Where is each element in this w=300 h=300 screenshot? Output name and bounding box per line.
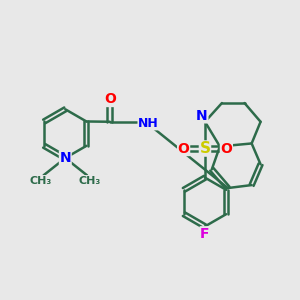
Text: O: O xyxy=(220,142,232,155)
Text: CH₃: CH₃ xyxy=(79,176,101,186)
Text: CH₃: CH₃ xyxy=(29,176,52,186)
Text: O: O xyxy=(104,92,116,106)
Text: S: S xyxy=(200,141,211,156)
Text: O: O xyxy=(178,142,190,155)
Text: F: F xyxy=(200,227,210,241)
Text: NH: NH xyxy=(138,117,159,130)
Text: N: N xyxy=(196,109,208,123)
Text: N: N xyxy=(59,151,71,165)
